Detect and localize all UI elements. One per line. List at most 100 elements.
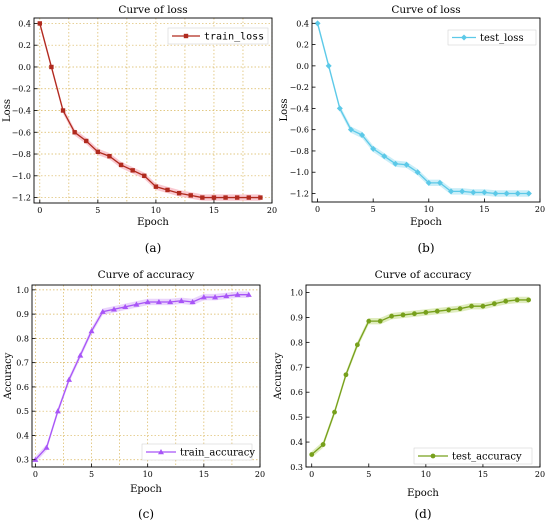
data-point-19 <box>258 195 263 200</box>
subfigure-label: (c) <box>138 507 154 521</box>
legend: train_accuracy <box>141 443 255 461</box>
subfigure-label: (d) <box>414 507 431 521</box>
legend-label: train_loss <box>204 32 264 43</box>
data-point-6 <box>381 153 388 160</box>
data-point-15 <box>211 195 217 200</box>
data-point-18 <box>246 195 251 200</box>
data-point-15 <box>480 303 486 309</box>
data-point-2 <box>332 409 337 415</box>
data-point-6 <box>377 318 383 324</box>
y-tick-label: 0.8 <box>290 338 303 347</box>
data-point-15 <box>200 294 207 300</box>
data-point-18 <box>514 190 521 197</box>
data-point-legend <box>461 34 467 41</box>
data-point-legend <box>158 449 164 455</box>
data-point-11 <box>434 308 440 314</box>
chart-title: Curve of loss <box>118 4 187 16</box>
plot-frame <box>311 17 541 203</box>
y-tick-label: 0.3 <box>290 463 303 472</box>
data-point-10 <box>153 184 159 189</box>
data-point-18 <box>514 297 520 303</box>
x-tick-label: 0 <box>33 470 38 479</box>
legend-label: train_accuracy <box>180 448 255 459</box>
y-tick-label: −1.2 <box>290 189 309 198</box>
y-tick-label: 0.0 <box>18 63 31 72</box>
chart-title: Curve of loss <box>391 4 460 16</box>
data-point-16 <box>491 301 497 307</box>
data-point-7 <box>118 162 124 168</box>
legend-box <box>167 27 269 45</box>
data-point-1 <box>49 64 54 70</box>
plot-frame <box>31 284 261 468</box>
y-tick-label: −1.2 <box>12 194 31 203</box>
x-tick-label: 0 <box>309 470 314 479</box>
data-point-0 <box>37 21 43 26</box>
data-point-11 <box>436 179 443 186</box>
data-point-19 <box>525 190 532 197</box>
y-tick-label: −0.4 <box>12 107 31 116</box>
y-tick-label: 0.4 <box>16 431 29 440</box>
confidence-band <box>35 291 249 463</box>
legend-box <box>447 29 537 46</box>
data-point-1 <box>320 442 326 447</box>
x-tick-label: 20 <box>535 470 545 479</box>
data-point-7 <box>389 313 395 319</box>
x-tick-label: 20 <box>535 205 545 214</box>
data-point-2 <box>60 108 66 113</box>
x-tick-label: 0 <box>315 205 320 214</box>
data-point-1 <box>43 444 50 450</box>
markers <box>37 21 263 200</box>
data-point-17 <box>503 190 510 197</box>
panel-a: 0 5 10 15 20 0.4 0.2 0.0 −0.2 −0.4 −0.6 −0.8 −1.0 −1.… <box>2 4 277 255</box>
y-tick-label: −0.2 <box>12 85 31 94</box>
y-tick-label: 0.4 <box>290 438 303 447</box>
data-point-3 <box>66 376 73 382</box>
y-tick-label: −1.0 <box>12 172 31 181</box>
data-point-0 <box>314 20 321 27</box>
data-point-2 <box>54 408 61 414</box>
y-tick-label: 0.5 <box>290 413 303 422</box>
x-tick-label: 20 <box>255 470 265 479</box>
chart-title: Curve of accuracy <box>98 269 195 281</box>
data-point-2 <box>336 105 343 112</box>
markers <box>309 297 531 457</box>
y-axis-title: Accuracy <box>273 352 284 400</box>
data-point-11 <box>165 187 170 193</box>
legend-label: test_accuracy <box>452 452 522 463</box>
y-tick-label: 1.0 <box>16 286 29 295</box>
y-tick-label: 0.6 <box>290 388 303 397</box>
markers <box>314 20 532 197</box>
data-point-18 <box>234 291 241 297</box>
x-tick-label: 15 <box>199 470 209 479</box>
data-point-13 <box>457 306 463 312</box>
data-point-16 <box>223 195 228 200</box>
y-tick-label: 0.3 <box>16 456 29 465</box>
y-tick-label: 0.6 <box>16 383 29 392</box>
x-tick-label: 15 <box>479 205 489 214</box>
data-point-15 <box>481 189 488 196</box>
legend: train_loss <box>167 27 269 45</box>
y-tick-label: −0.4 <box>290 104 309 113</box>
x-axis-title: Epoch <box>407 488 439 499</box>
data-point-12 <box>176 191 182 196</box>
y-axis-title: Accuracy <box>3 352 14 400</box>
data-point-16 <box>492 190 499 197</box>
chart-title: Curve of accuracy <box>375 269 472 281</box>
y-tick-label: −0.8 <box>290 147 309 156</box>
data-point-12 <box>446 307 452 313</box>
data-point-17 <box>223 292 230 299</box>
legend: test_loss <box>447 29 537 46</box>
legend-box <box>141 443 253 461</box>
data-point-4 <box>84 138 89 144</box>
data-point-13 <box>178 297 185 303</box>
legend-label: test_loss <box>480 33 524 44</box>
y-tick-label: 0.7 <box>16 359 29 368</box>
series-line <box>34 294 249 461</box>
subfigure-label: (a) <box>145 241 162 255</box>
data-point-9 <box>412 311 417 317</box>
data-point-3 <box>72 130 77 135</box>
y-tick-label: 0.9 <box>16 310 29 319</box>
data-point-12 <box>167 298 174 305</box>
data-point-3 <box>347 126 354 133</box>
